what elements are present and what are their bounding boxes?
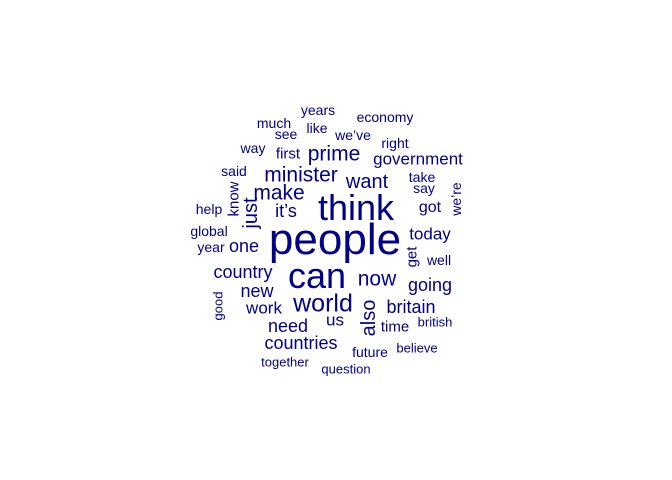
word: british [417, 314, 453, 330]
word: take [408, 169, 436, 185]
word: country [213, 262, 273, 282]
word: just [240, 197, 262, 229]
word: time [380, 318, 410, 336]
word: years [300, 102, 336, 118]
word: one [228, 236, 260, 256]
word: government [373, 149, 463, 169]
word: well [426, 252, 452, 268]
word: make [253, 181, 305, 205]
word: countries [264, 333, 338, 353]
word: economy [356, 109, 414, 125]
word: way [240, 140, 266, 156]
word: world [293, 289, 353, 318]
word: future [352, 344, 388, 360]
word: right [381, 135, 409, 151]
word: going [407, 275, 453, 295]
word: get [403, 246, 421, 268]
word: need [267, 316, 309, 336]
word: said [221, 163, 247, 179]
word: now [357, 267, 397, 291]
word: also [358, 299, 380, 337]
word: we’ve [335, 127, 371, 143]
word: question [321, 361, 371, 377]
word: work [246, 298, 282, 318]
word: people [268, 215, 402, 264]
word: good [210, 291, 226, 321]
word: got [418, 199, 442, 216]
word: say [413, 180, 435, 196]
word: prime [307, 142, 361, 166]
word: new [240, 281, 274, 301]
word: think [317, 187, 395, 228]
word: it’s [275, 201, 297, 221]
word: see [274, 126, 298, 142]
word: like [306, 120, 328, 136]
word: britain [386, 297, 436, 317]
word: global [190, 223, 228, 239]
word: want [345, 171, 389, 193]
word: minister [264, 163, 338, 187]
word: year [197, 239, 225, 255]
word: believe [396, 340, 438, 356]
word: know [225, 181, 243, 217]
word: help [195, 201, 223, 217]
word: first [275, 145, 301, 163]
word: today [409, 224, 451, 244]
word: us [326, 310, 344, 330]
word: can [287, 255, 347, 296]
word: much [256, 115, 292, 131]
word: we’re [448, 182, 464, 216]
word: together [261, 354, 309, 370]
